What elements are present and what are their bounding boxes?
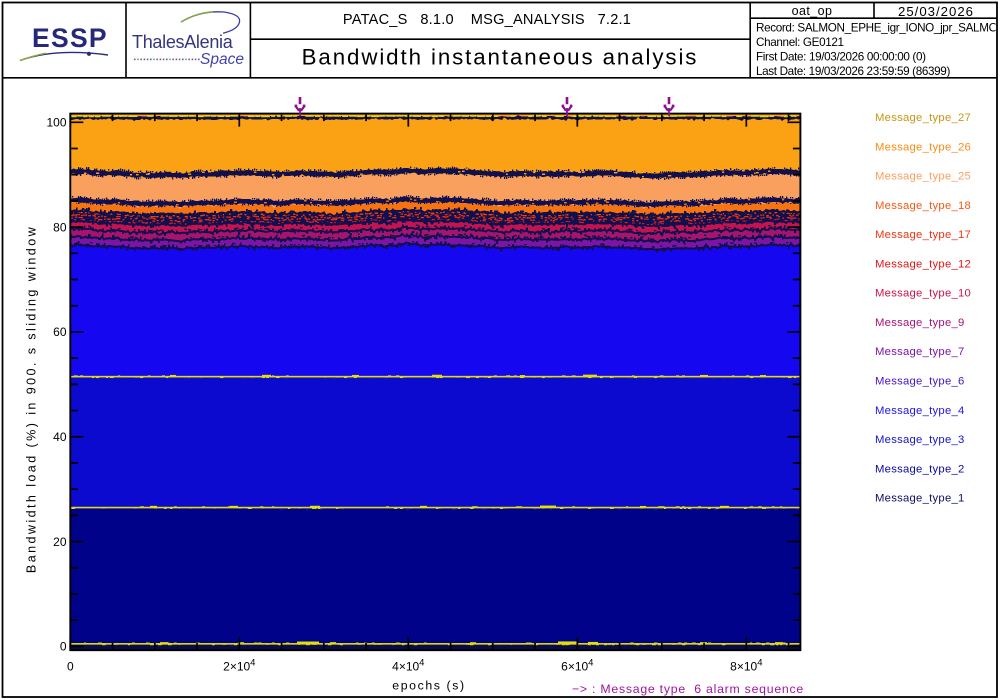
svg-text:Message_type_4: Message_type_4 xyxy=(875,405,965,417)
svg-text:80: 80 xyxy=(53,220,67,234)
svg-text:Message_type_25: Message_type_25 xyxy=(875,171,971,183)
svg-text:2×104: 2×104 xyxy=(223,658,255,674)
svg-text:First Date: 19/03/2026 00:00:0: First Date: 19/03/2026 00:00:00 (0) xyxy=(756,51,926,64)
svg-text:Message_type_17: Message_type_17 xyxy=(875,229,971,241)
svg-text:60: 60 xyxy=(53,325,67,339)
svg-text:100: 100 xyxy=(46,116,66,130)
svg-text:ESSP: ESSP xyxy=(32,23,108,53)
svg-text:4×104: 4×104 xyxy=(392,658,424,674)
svg-text:Space: Space xyxy=(200,51,244,68)
svg-text:ThalesAlenia: ThalesAlenia xyxy=(132,32,234,52)
svg-text:0: 0 xyxy=(67,660,74,674)
svg-text:40: 40 xyxy=(53,430,67,444)
svg-text:Message_type_27: Message_type_27 xyxy=(875,112,971,124)
svg-text:Channel: GE0121: Channel: GE0121 xyxy=(756,36,844,49)
svg-text:Message_type_9: Message_type_9 xyxy=(875,317,965,329)
svg-text:25/03/2026: 25/03/2026 xyxy=(898,4,974,19)
svg-text:Message_type_26: Message_type_26 xyxy=(875,141,971,153)
svg-text:oat_op: oat_op xyxy=(792,4,833,18)
svg-text:Message_type_2: Message_type_2 xyxy=(875,463,965,475)
svg-text:Message_type_18: Message_type_18 xyxy=(875,200,971,212)
svg-text:0: 0 xyxy=(60,640,67,654)
svg-text:PATAC_S 8.1.0 MSG_ANALYSI: PATAC_S 8.1.0 MSG_ANALYSIS 7.2.1 xyxy=(343,12,631,28)
svg-text:Message_type_3: Message_type_3 xyxy=(875,434,965,446)
svg-text:Message_type_1: Message_type_1 xyxy=(875,493,965,505)
svg-text:Record: SALMON_EPHE_igr_IONO_j: Record: SALMON_EPHE_igr_IONO_jpr_SALMON_… xyxy=(756,22,1000,35)
svg-text:Bandwidth load (%) in 900. s s: Bandwidth load (%) in 900. s sliding win… xyxy=(25,225,39,573)
svg-text:Bandwidth instantaneous analys: Bandwidth instantaneous analysis xyxy=(302,45,699,70)
svg-text:8×104: 8×104 xyxy=(730,658,762,674)
svg-text:−> : Message type 6 alarm seq: −> : Message type 6 alarm sequence xyxy=(572,682,804,696)
svg-text:Message_type_10: Message_type_10 xyxy=(875,288,971,300)
svg-text:20: 20 xyxy=(53,535,67,549)
svg-text:Last Date: 19/03/2026 23:59:59: Last Date: 19/03/2026 23:59:59 (86399) xyxy=(756,65,950,78)
svg-text:Message_type_12: Message_type_12 xyxy=(875,258,971,270)
svg-text:Message_type_6: Message_type_6 xyxy=(875,376,965,388)
svg-text:6×104: 6×104 xyxy=(561,658,593,674)
svg-text:epochs (s): epochs (s) xyxy=(392,679,465,693)
svg-text:Message_type_7: Message_type_7 xyxy=(875,346,965,358)
